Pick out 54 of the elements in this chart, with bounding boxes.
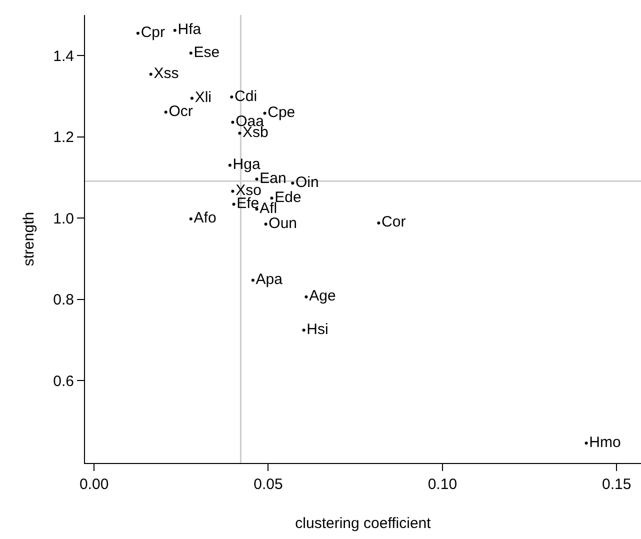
- y-tick-label: 0.6: [53, 372, 74, 390]
- series-label: Hga: [232, 156, 261, 174]
- series-label: Apa: [256, 270, 284, 288]
- point: [377, 221, 380, 224]
- point: [231, 120, 234, 124]
- series-label: Age: [309, 288, 336, 305]
- series-label: Xli: [194, 89, 212, 106]
- point: [164, 110, 168, 114]
- series-label: Cdi: [234, 88, 258, 105]
- series-label: Xss: [154, 65, 179, 82]
- series-label: Ean: [260, 170, 286, 187]
- y-tick-label: 0.8: [53, 292, 74, 309]
- x-tick-label: 0.05: [254, 476, 283, 493]
- series-label: Cpe: [268, 104, 296, 122]
- series-label: Efe: [236, 195, 260, 212]
- point: [189, 217, 192, 220]
- series-label: Hmo: [589, 434, 621, 451]
- point: [230, 96, 234, 99]
- y-tick-label: 1.2: [53, 129, 74, 146]
- series-label: Cpr: [140, 24, 165, 42]
- series-label: Hsi: [306, 320, 328, 338]
- series-label: Ocr: [168, 102, 193, 120]
- series-label: Cor: [382, 214, 406, 231]
- point: [291, 182, 294, 185]
- point: [251, 278, 254, 282]
- point: [173, 28, 176, 32]
- series-label: Ede: [274, 188, 302, 206]
- x-tick-label: 0.10: [428, 476, 458, 493]
- point: [189, 52, 192, 55]
- y-tick-label: 1.4: [53, 48, 74, 65]
- point: [264, 222, 268, 226]
- point: [302, 328, 306, 332]
- y-tick-label: 1.0: [53, 210, 74, 228]
- series-label: Oin: [296, 174, 319, 191]
- series-label: Oun: [268, 214, 298, 232]
- point: [190, 96, 194, 100]
- point: [270, 196, 274, 200]
- point: [238, 132, 242, 135]
- x-tick-label: 0.15: [602, 476, 632, 493]
- point: [584, 442, 588, 445]
- point: [304, 295, 308, 298]
- series-label: Hfa: [178, 21, 202, 38]
- point: [228, 164, 232, 167]
- point: [136, 32, 140, 35]
- series-label: Afo: [194, 210, 216, 227]
- point: [263, 112, 266, 115]
- point: [149, 72, 152, 76]
- point: [231, 190, 234, 193]
- series-label: Ese: [194, 44, 220, 61]
- x-tick-label: 0.00: [79, 476, 109, 493]
- point: [255, 178, 258, 181]
- y-axis-title: strength: [20, 212, 38, 266]
- x-axis-title: clustering coefficient: [295, 515, 432, 532]
- point: [232, 202, 236, 206]
